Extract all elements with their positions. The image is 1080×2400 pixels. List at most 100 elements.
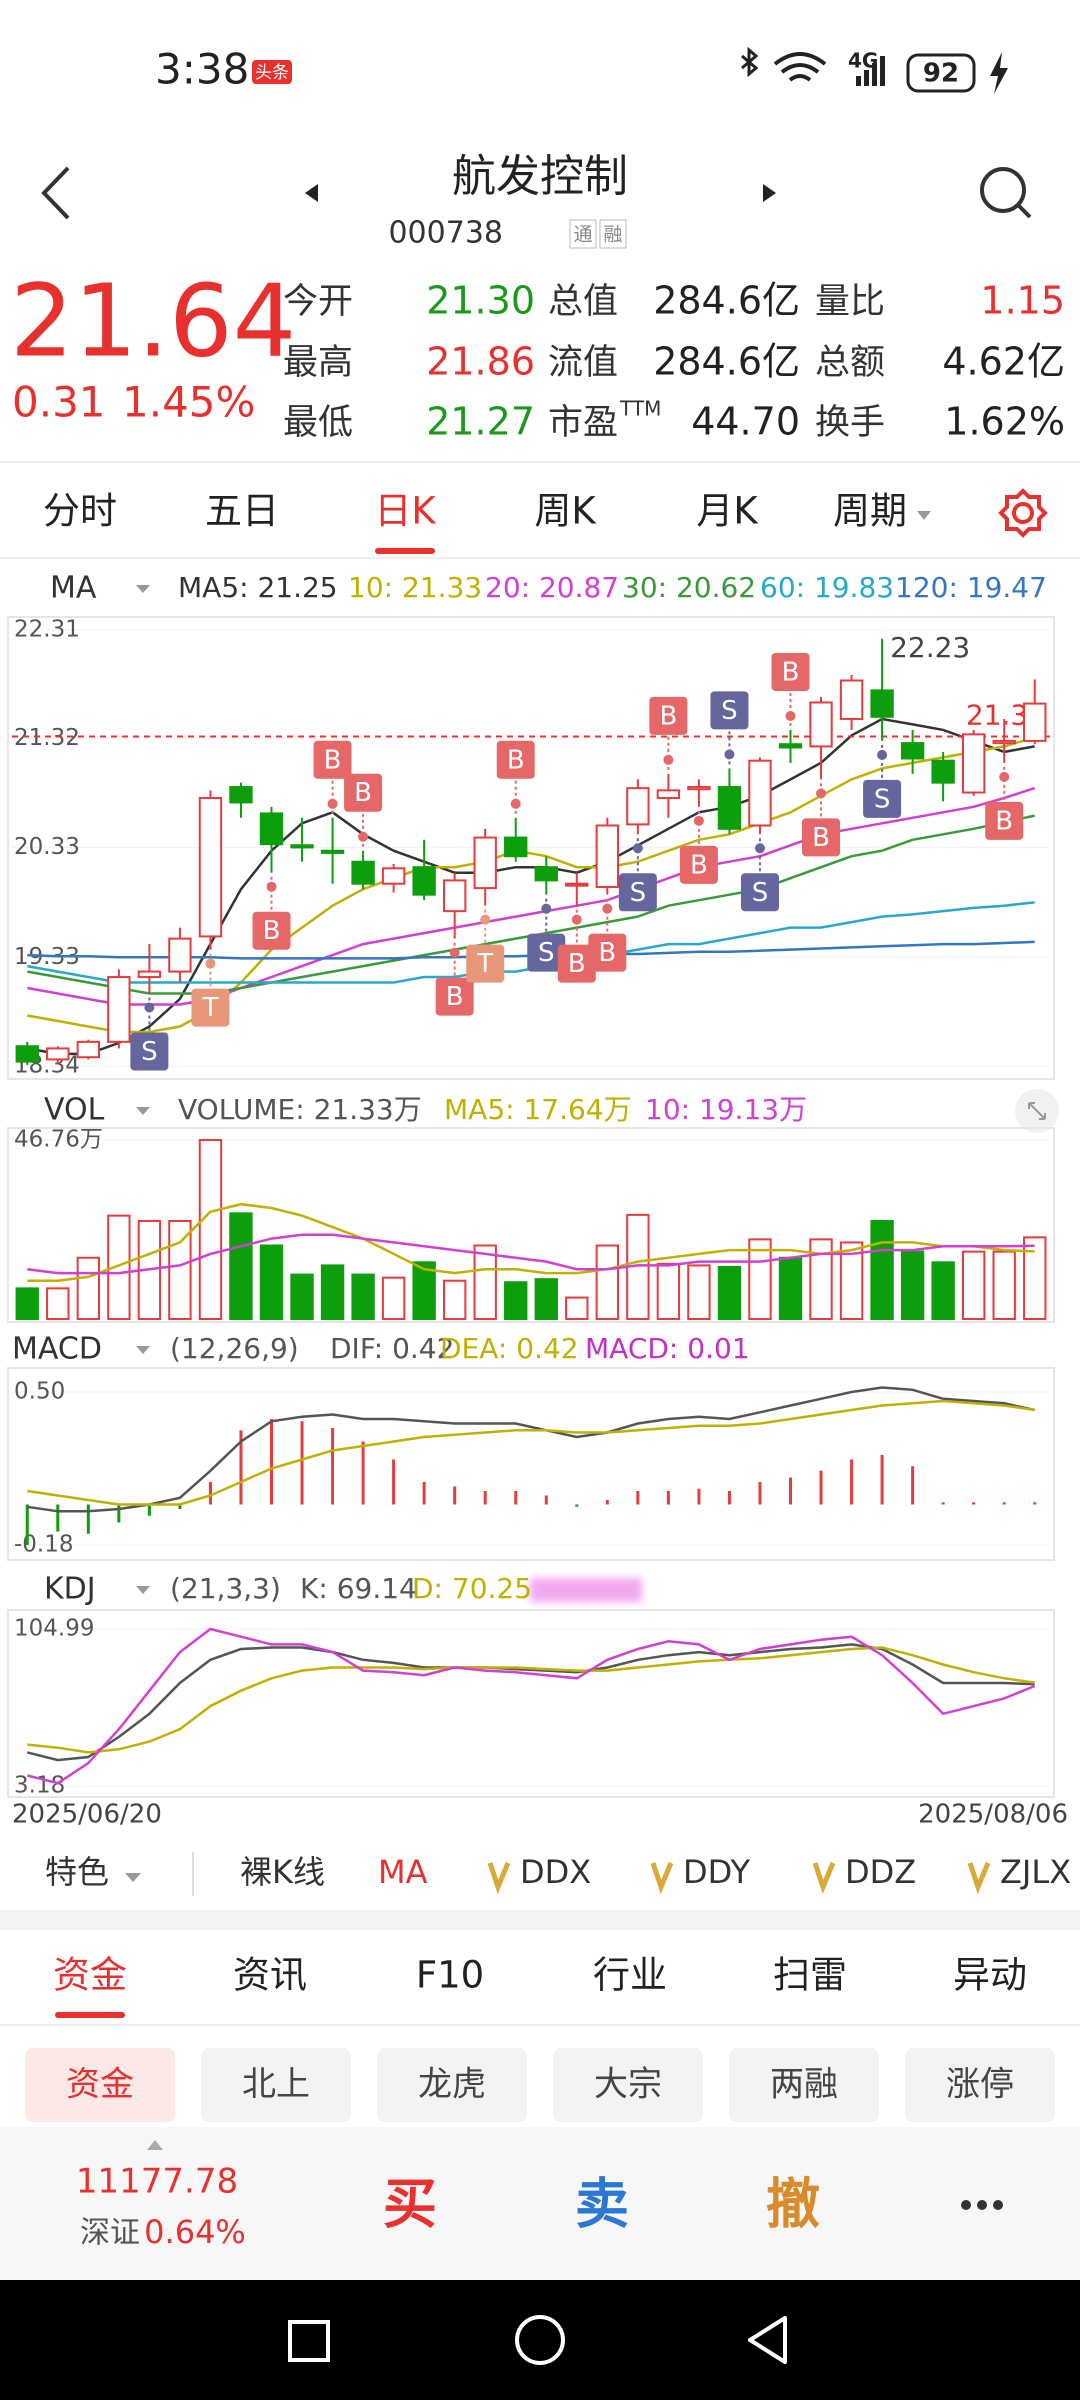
indicator-summary: VOLUME: 21.33万 (178, 1093, 422, 1126)
last-price: 21.64 (10, 262, 296, 379)
search-button[interactable] (980, 167, 1026, 213)
signal-marker (649, 696, 688, 735)
indicator-title[interactable]: MACD (12, 1332, 102, 1367)
candle-body (381, 867, 406, 885)
recents-button[interactable] (288, 2320, 330, 2362)
indicator-title[interactable]: VOL (44, 1093, 105, 1128)
candle-body (351, 860, 375, 885)
toggle-icon (650, 1862, 674, 1895)
indicator-tab[interactable]: DDZ (845, 1853, 916, 1891)
expand-indicator[interactable] (147, 2140, 163, 2150)
dropdown-icon[interactable] (136, 1107, 150, 1115)
info-tab[interactable]: F10 (416, 1954, 484, 1997)
indicator-tab[interactable]: MA (378, 1853, 428, 1891)
signal-label: S (721, 696, 738, 726)
volume-bar (534, 1278, 558, 1321)
sub-tab[interactable]: 大宗 (594, 2065, 662, 2105)
settings-button[interactable] (998, 488, 1048, 538)
cancel-button[interactable]: 撤 (766, 2173, 820, 2236)
stat-value: 1.62% (944, 400, 1065, 444)
volume-bar (687, 1264, 711, 1321)
sub-tab[interactable]: 资金 (66, 2065, 134, 2105)
more-button[interactable] (961, 2200, 1003, 2210)
volume-bar (442, 1279, 467, 1320)
stock-tag: 通 (573, 224, 592, 246)
candle-body (565, 882, 589, 887)
candle-body (626, 787, 650, 826)
volume-bar (381, 1276, 406, 1321)
indicator-tab[interactable]: 特色 (45, 1853, 109, 1891)
info-tab[interactable]: 行业 (593, 1954, 667, 1997)
high-label: 22.23 (890, 631, 970, 664)
dropdown-icon[interactable] (125, 1873, 141, 1882)
sub-tab-bg[interactable] (553, 2048, 703, 2122)
x-tick-label: 2025/06/20 (12, 1800, 162, 1830)
volume-bar (229, 1212, 253, 1320)
info-tab[interactable]: 资金 (53, 1954, 127, 1997)
period-tab[interactable]: 五日 (205, 490, 279, 533)
bluetooth-icon (741, 46, 759, 78)
nav-bar (0, 2280, 1080, 2400)
signal-dot (602, 903, 613, 914)
next-stock[interactable] (763, 184, 776, 202)
signal-label: B (598, 938, 616, 968)
sub-tab-bg[interactable] (905, 2048, 1055, 2122)
signal-dot (724, 749, 735, 760)
signal-dot (358, 831, 369, 842)
volume-bar (839, 1241, 864, 1321)
buy-button[interactable]: 买 (383, 2173, 437, 2236)
indicator-tab[interactable]: 裸K线 (240, 1853, 325, 1891)
period-tab[interactable]: 月K (696, 490, 759, 533)
sub-tab-bg[interactable] (377, 2048, 527, 2122)
indicator-title[interactable]: KDJ (44, 1572, 96, 1607)
stat-value: 284.6亿 (653, 279, 800, 323)
signal-label: B (507, 745, 525, 775)
indicator-tab[interactable]: DDX (520, 1853, 591, 1891)
sub-tab[interactable]: 龙虎 (418, 2065, 486, 2105)
status-badge: 头条 (255, 63, 289, 83)
signal-dot (449, 947, 460, 958)
sub-tab[interactable]: 涨停 (946, 2065, 1014, 2105)
indicator-tab[interactable]: DDY (683, 1853, 751, 1891)
signal-marker (588, 933, 627, 972)
stat-value: 4.62亿 (942, 340, 1065, 384)
home-button[interactable] (515, 2315, 565, 2365)
chart-frame (7, 1127, 1055, 1323)
period-tab[interactable]: 分时 (43, 490, 117, 533)
candle-body (76, 1040, 101, 1059)
sub-tab-bg[interactable] (25, 2048, 175, 2122)
legend-entry: DEA: 0.42 (440, 1332, 579, 1365)
indicator-tab[interactable]: ZJLX (1000, 1853, 1071, 1891)
signal-icon (856, 56, 885, 86)
back-button[interactable] (41, 166, 70, 220)
sub-tab[interactable]: 两融 (770, 2065, 838, 2105)
section-gap (0, 1910, 1080, 1930)
info-tab[interactable]: 扫雷 (773, 1954, 847, 1997)
expand-button[interactable] (1015, 1089, 1059, 1133)
dropdown-icon[interactable] (136, 1346, 150, 1354)
legend-entry: D: 70.25 (412, 1572, 532, 1605)
volume-bar (778, 1256, 803, 1321)
legend-entry: 20: 20.87 (485, 571, 619, 604)
signal-label: S (141, 1037, 158, 1067)
candle-body (320, 849, 345, 854)
prev-stock[interactable] (305, 184, 318, 202)
period-tab[interactable]: 周K (534, 490, 597, 533)
candle-body (992, 739, 1016, 745)
sub-tab-bg[interactable] (729, 2048, 879, 2122)
dropdown-icon[interactable] (136, 585, 150, 593)
back-nav-button[interactable] (748, 2316, 787, 2364)
info-tab[interactable]: 资讯 (233, 1954, 307, 1997)
period-tab[interactable]: 周期 (833, 490, 907, 533)
signal-marker (710, 691, 749, 730)
indicator-title[interactable]: MA (50, 571, 97, 606)
legend-entry: MA5: 21.25 (178, 571, 338, 604)
volume-bar (290, 1273, 314, 1320)
sell-button[interactable]: 卖 (575, 2173, 629, 2236)
signal-label: B (263, 916, 281, 946)
period-tab[interactable]: 日K (374, 490, 437, 533)
sub-tab[interactable]: 北上 (242, 2065, 310, 2105)
info-tab[interactable]: 异动 (953, 1954, 1027, 1997)
dropdown-icon[interactable] (136, 1586, 150, 1594)
sub-tab-bg[interactable] (201, 2048, 351, 2122)
